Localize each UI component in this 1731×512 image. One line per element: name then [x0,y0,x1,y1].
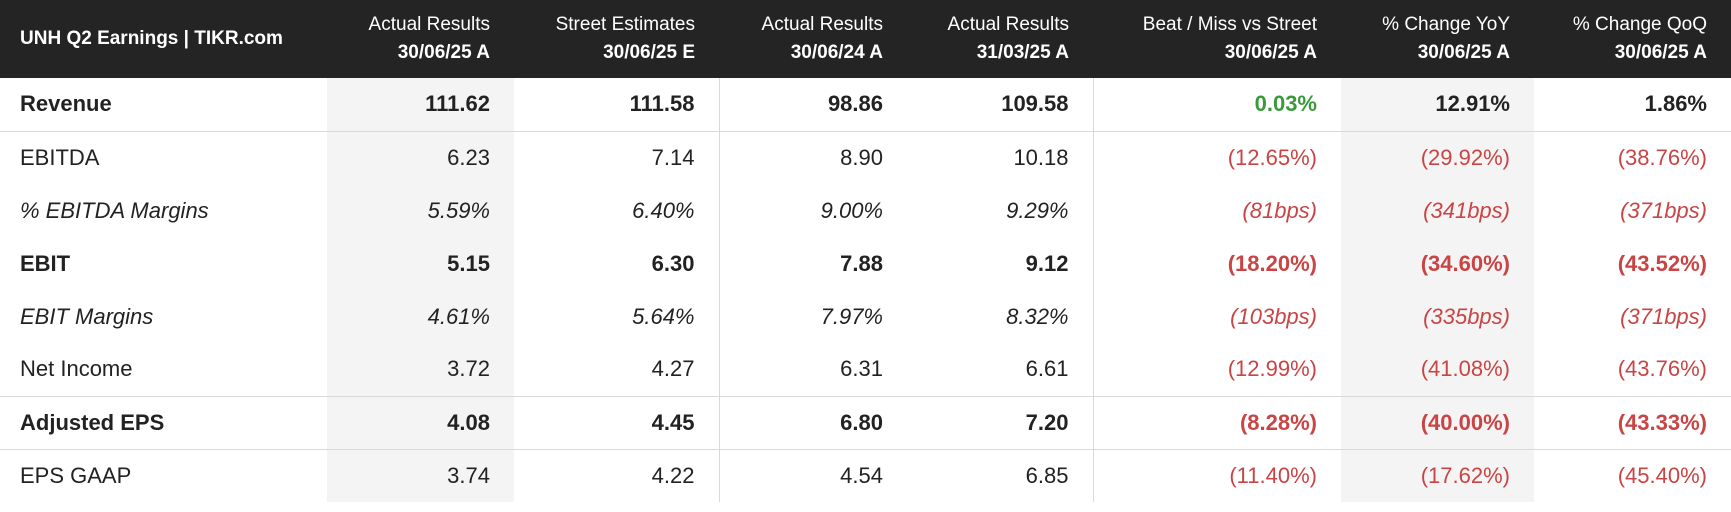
table-row: EBIT Margins 4.61% 5.64% 7.97% 8.32% (103bps)… [0,290,1731,343]
row-label: EBIT [20,250,71,276]
col-header-6: % Change QoQ 30/06/25 A [1572,14,1707,63]
data-cell: (12.65%) [1092,130,1341,184]
data-cell: 4.22 [514,448,719,502]
data-cell: (371bps) [1620,303,1707,329]
table-row: Net Income 3.72 4.27 6.31 6.61 (12.99%) (41.08… [0,343,1731,396]
data-cell: 109.58 [1001,91,1069,117]
col-header-1: Street Estimates 30/06/25 E [555,14,695,63]
col-header-5: % Change YoY 30/06/25 A [1382,14,1510,63]
data-cell: (335bps) [1341,290,1534,343]
row-label: % EBITDA Margins [20,197,209,223]
data-cell: (11.40%) [1092,448,1341,502]
data-cell: (18.20%) [1092,237,1341,290]
data-cell: 5.59% [327,184,514,237]
data-cell: 7.97% [718,290,907,343]
data-cell: 7.14 [514,130,719,184]
data-cell: 1.86% [1644,91,1707,117]
data-cell: (38.76%) [1534,130,1731,184]
data-cell: 5.64% [632,303,695,329]
table-row: EBIT 5.15 6.30 7.88 9.12 (18.20%) (34.60%) (43.… [0,237,1731,290]
data-cell: 98.86 [718,78,907,131]
row-label: EBITDA [0,130,327,184]
data-cell: (43.76%) [1617,356,1707,382]
row-label: EPS GAAP [0,448,327,502]
data-cell: 4.27 [651,356,695,382]
data-cell: 12.91% [1341,78,1534,131]
data-cell: 6.30 [651,250,695,276]
data-cell: (17.62%) [1341,448,1534,502]
data-cell: 7.88 [718,237,907,290]
col-header-2: Actual Results 30/06/24 A [761,14,883,63]
row-label: Adjusted EPS [0,395,327,449]
table-row: Adjusted EPS 4.08 4.45 6.80 7.20 (8.28%) (40.0… [0,395,1731,449]
row-label: Revenue [20,91,112,117]
row-label: Net Income [20,356,133,382]
data-cell: 6.31 [718,343,907,396]
data-cell: 3.74 [327,448,514,502]
data-cell: (8.28%) [1092,395,1341,449]
table-row: Revenue 111.62 111.58 98.86 109.58 0.03% 12.91… [0,78,1731,131]
col-header-4: Beat / Miss vs Street 30/06/25 A [1142,14,1317,63]
data-cell: (34.60%) [1341,237,1534,290]
data-cell: 9.29% [1006,197,1069,223]
data-cell: (40.00%) [1341,395,1534,449]
data-cell: (341bps) [1341,184,1534,237]
data-cell: (43.33%) [1534,395,1731,449]
data-cell: (103bps) [1092,290,1341,343]
data-cell: 8.90 [718,130,907,184]
data-cell: (41.08%) [1341,343,1534,396]
table-row: EBITDA 6.23 7.14 8.90 10.18 (12.65%) (29.92%)(… [0,130,1731,184]
data-cell: 4.54 [718,448,907,502]
data-cell: 5.15 [327,237,514,290]
data-cell: 0.03% [1092,78,1341,131]
data-cell: 6.85 [907,448,1093,502]
table-title: UNH Q2 Earnings | TIKR.com [20,28,283,49]
data-cell: 4.61% [327,290,514,343]
row-label: EBIT Margins [20,303,154,329]
table-row: EPS GAAP 3.74 4.22 4.54 6.85 (11.40%) (17.62%)… [0,448,1731,502]
data-cell: 8.32% [1006,303,1069,329]
data-cell: 111.62 [327,78,514,131]
header-row: UNH Q2 Earnings | TIKR.com Actual Result… [0,0,1731,78]
data-cell: 9.00% [718,184,907,237]
col-header-0: Actual Results 30/06/25 A [368,14,490,63]
table-row: % EBITDA Margins 5.59% 6.40% 9.00% 9.29% (81b… [0,184,1731,237]
data-cell: 6.23 [327,130,514,184]
data-cell: (43.52%) [1617,250,1707,276]
data-cell: 3.72 [327,343,514,396]
data-cell: 4.08 [327,395,514,449]
data-cell: (29.92%) [1341,130,1534,184]
data-cell: 6.80 [718,395,907,449]
data-cell: 111.58 [629,91,695,117]
data-cell: (371bps) [1620,197,1707,223]
data-cell: 7.20 [907,395,1093,449]
data-cell: 9.12 [1025,250,1069,276]
data-cell: (81bps) [1092,184,1341,237]
data-cell: (12.99%) [1092,343,1341,396]
col-header-3: Actual Results 31/03/25 A [947,14,1069,63]
data-cell: (45.40%) [1534,448,1731,502]
data-cell: 10.18 [907,130,1093,184]
data-cell: 6.40% [632,197,695,223]
data-cell: 6.61 [1025,356,1069,382]
data-cell: 4.45 [514,395,719,449]
